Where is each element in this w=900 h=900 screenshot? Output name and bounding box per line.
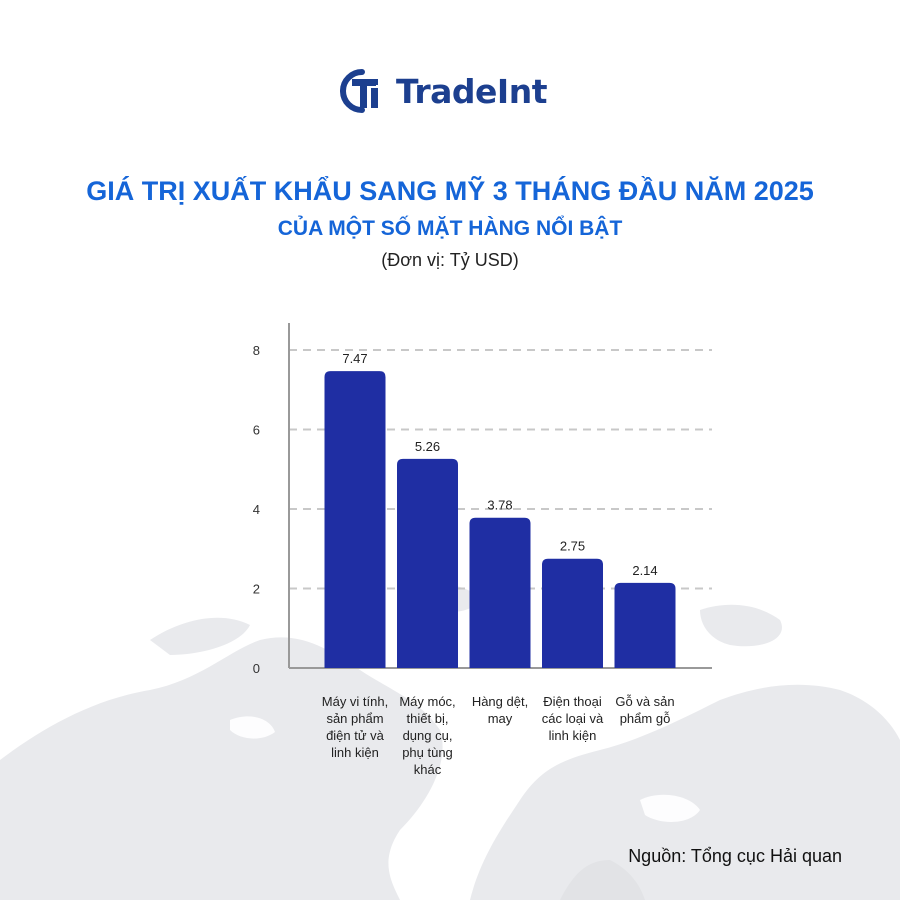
data-label: 2.14 xyxy=(632,563,657,578)
bar xyxy=(324,371,386,668)
bar xyxy=(614,582,676,668)
unit-label: (Đơn vị: Tỷ USD) xyxy=(381,250,519,270)
x-tick-label: Điện thoại các loại và linh kiện xyxy=(542,694,604,743)
x-tick-label: Máy móc, thiết bị, dụng cụ, phụ tùng khác xyxy=(399,694,455,777)
chart-subtitle: CỦA MỘT SỐ MẶT HÀNG NỔI BẬT xyxy=(277,217,623,240)
chart-title: GIÁ TRỊ XUẤT KHẨU SANG MỸ 3 THÁNG ĐẦU NĂ… xyxy=(86,176,814,206)
bar xyxy=(397,458,458,668)
data-label: 7.47 xyxy=(342,351,367,366)
y-tick-label: 4 xyxy=(253,502,260,517)
y-tick-label: 8 xyxy=(253,343,260,358)
data-label: 2.75 xyxy=(560,539,585,554)
x-tick-label: Hàng dệt, may xyxy=(472,694,528,726)
data-label: 5.26 xyxy=(415,439,440,454)
bar xyxy=(469,517,531,668)
x-tick-label: Máy vi tính, sản phẩm điện tử và linh kiện xyxy=(322,694,388,760)
x-tick-label: Gỗ và sản phẩm gỗ xyxy=(615,694,674,726)
bar xyxy=(542,558,603,668)
data-label: 3.78 xyxy=(487,498,512,513)
source-note: Nguồn: Tổng cục Hải quan xyxy=(628,846,842,866)
tradeint-logo-icon xyxy=(340,69,378,113)
logo-text: TradeInt xyxy=(396,71,547,111)
y-tick-label: 2 xyxy=(253,582,260,597)
y-tick-label: 0 xyxy=(253,661,260,676)
logo: TradeInt xyxy=(340,66,547,116)
y-tick-label: 6 xyxy=(253,423,260,438)
